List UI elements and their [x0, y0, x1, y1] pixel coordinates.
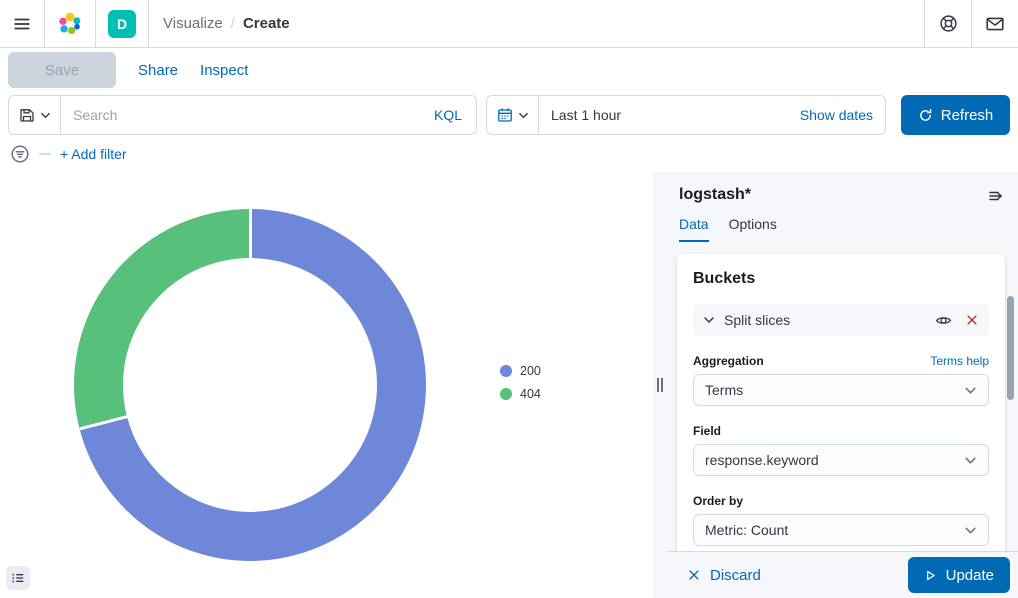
calendar-icon [497, 107, 513, 123]
main-content: 200 404 logstash* [0, 172, 1018, 598]
refresh-icon [918, 108, 933, 123]
menu-button[interactable] [0, 0, 44, 47]
order-by-label: Order by [693, 494, 744, 508]
field-label: Field [693, 424, 722, 438]
order-by-group: Order by Metric: Count [693, 494, 989, 546]
save-query-icon [19, 107, 35, 123]
editor-side-panel: logstash* Data Options Buckets Split sli… [667, 172, 1018, 598]
donut-chart[interactable] [74, 209, 426, 561]
panel-resizer[interactable] [653, 172, 667, 598]
space-badge: D [108, 9, 136, 38]
field-value: response.keyword [705, 452, 819, 468]
remove-bucket-icon[interactable] [965, 313, 979, 327]
order-by-value: Metric: Count [705, 522, 789, 538]
filter-bar: + Add filter [0, 135, 1018, 172]
resize-handle-icon [657, 378, 663, 392]
tab-options[interactable]: Options [728, 216, 777, 232]
chevron-down-icon [964, 454, 977, 467]
legend-swatch [500, 388, 512, 400]
index-pattern-title: logstash* [679, 186, 752, 203]
search-input[interactable] [61, 96, 420, 134]
list-icon [11, 571, 25, 585]
legend-label: 200 [520, 364, 541, 378]
time-range-value[interactable]: Last 1 hour [551, 107, 622, 123]
newsfeed-button[interactable] [972, 0, 1018, 47]
order-by-select[interactable]: Metric: Count [693, 514, 989, 546]
chart-legend: 200 404 [500, 364, 541, 401]
share-link[interactable]: Share [138, 61, 179, 79]
aggregation-value: Terms [705, 382, 744, 398]
top-header: D Visualize / Create [0, 0, 1018, 48]
filter-pin-divider [39, 152, 51, 155]
time-picker-group: Last 1 hour Show dates [486, 95, 886, 135]
legend-label: 404 [520, 387, 541, 401]
discard-label: Discard [710, 566, 761, 584]
legend-swatch [500, 365, 512, 377]
visualization-area: 200 404 [0, 172, 653, 598]
aggregation-group: Aggregation Terms help Terms [693, 354, 989, 406]
discard-button[interactable]: Discard [675, 567, 773, 584]
header-divider [924, 0, 925, 47]
query-bar: KQL Last 1 hour Show dates Refresh [0, 95, 1018, 135]
update-button[interactable]: Update [907, 557, 1010, 593]
search-bar-group: KQL [8, 95, 477, 135]
inspect-link[interactable]: Inspect [200, 61, 249, 79]
buckets-title: Buckets [693, 270, 756, 287]
show-dates-link[interactable]: Show dates [799, 107, 873, 123]
split-slices-label: Split slices [724, 312, 791, 328]
header-divider [44, 0, 45, 47]
field-group: Field response.keyword [693, 424, 989, 476]
header-divider [148, 0, 149, 47]
mail-icon [985, 14, 1005, 34]
field-select[interactable]: response.keyword [693, 444, 989, 476]
buckets-card: Buckets Split slices [677, 254, 1005, 598]
aggregation-label: Aggregation [693, 354, 764, 368]
eye-icon[interactable] [935, 312, 952, 329]
refresh-button[interactable]: Refresh [901, 95, 1010, 135]
tab-data[interactable]: Data [679, 216, 709, 242]
breadcrumb-separator: / [230, 15, 235, 32]
kql-toggle[interactable]: KQL [433, 107, 462, 123]
chevron-down-icon [703, 314, 715, 326]
chevron-down-icon [518, 110, 529, 121]
space-selector[interactable]: D [96, 0, 148, 47]
legend-item-404[interactable]: 404 [500, 387, 541, 401]
header-divider [971, 0, 972, 47]
editor-tabs: Data Options [667, 204, 1018, 242]
donut-hole [123, 258, 377, 512]
filter-circle-icon[interactable] [10, 144, 30, 164]
hamburger-icon [13, 15, 31, 33]
terms-help-link[interactable]: Terms help [930, 354, 989, 368]
legend-toggle-button[interactable] [6, 566, 30, 590]
legend-item-200[interactable]: 200 [500, 364, 541, 378]
add-filter-link[interactable]: + Add filter [60, 145, 127, 162]
help-lifebuoy-icon [939, 14, 958, 33]
collapse-panel-icon[interactable] [988, 188, 1004, 204]
split-slices-row[interactable]: Split slices [693, 304, 989, 336]
refresh-label: Refresh [940, 106, 994, 124]
update-label: Update [945, 566, 994, 584]
time-quick-menu-button[interactable] [487, 96, 539, 134]
header-divider [95, 0, 96, 47]
breadcrumb-create: Create [242, 15, 290, 32]
aggregation-select[interactable]: Terms [693, 374, 989, 406]
help-button[interactable] [925, 0, 971, 47]
elastic-logo[interactable] [45, 0, 95, 47]
chevron-down-icon [964, 524, 977, 537]
panel-scrollbar-thumb[interactable] [1007, 296, 1014, 400]
play-icon [924, 569, 937, 582]
save-button[interactable]: Save [8, 52, 116, 88]
chevron-down-icon [964, 384, 977, 397]
visualize-toolbar: Save Share Inspect [0, 48, 1018, 92]
close-icon [687, 568, 701, 582]
saved-query-menu-button[interactable] [9, 96, 61, 134]
panel-footer: Discard Update [667, 551, 1018, 598]
breadcrumb: Visualize / Create [163, 15, 290, 32]
breadcrumb-visualize[interactable]: Visualize [163, 15, 223, 32]
chevron-down-icon [40, 110, 51, 121]
